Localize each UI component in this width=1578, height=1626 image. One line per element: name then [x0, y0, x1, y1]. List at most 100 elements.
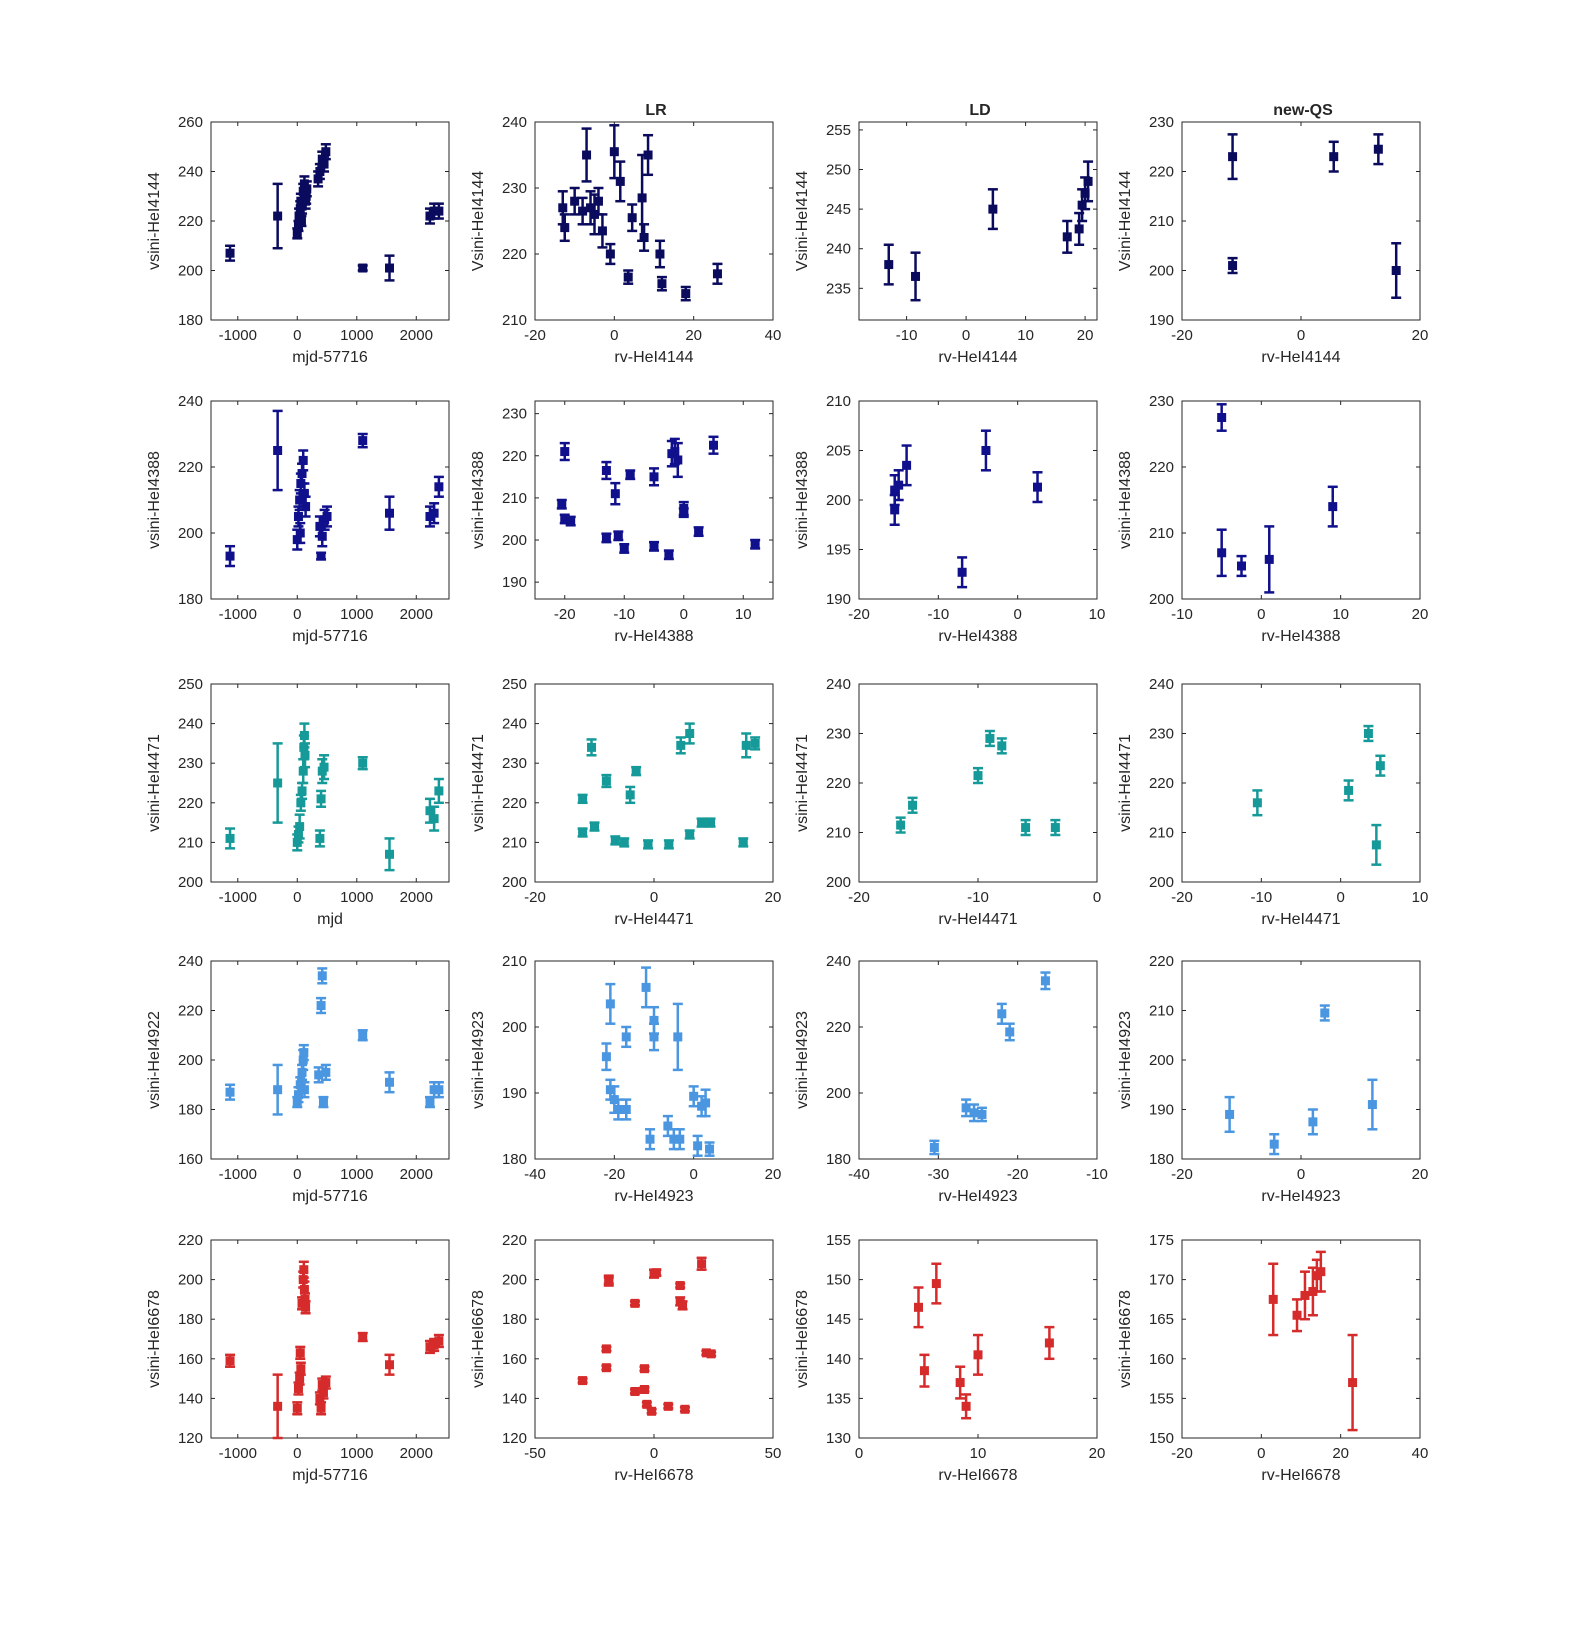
y-axis-label: vsini-HeI4922	[146, 1011, 163, 1109]
data-point	[1391, 242, 1402, 299]
data-point	[559, 441, 570, 462]
data-point	[1343, 779, 1354, 802]
data-point	[601, 773, 612, 789]
data-point	[621, 1025, 632, 1049]
x-axis-label: mjd-57716	[292, 628, 368, 645]
marker	[1217, 548, 1227, 558]
data-point	[295, 521, 306, 545]
data-point	[973, 766, 983, 785]
data-point	[651, 1268, 662, 1278]
y-axis-label: vsini-HeI4388	[470, 451, 487, 549]
marker	[299, 488, 309, 498]
marker	[643, 150, 653, 160]
marker	[919, 1366, 929, 1376]
x-tick-label: -20	[848, 889, 870, 906]
marker	[590, 822, 599, 832]
data-point	[577, 827, 588, 838]
marker	[1033, 482, 1042, 492]
x-tick-label: 10	[1332, 606, 1349, 623]
marker	[429, 814, 439, 824]
data-point	[1292, 1298, 1303, 1333]
y-tick-label: 200	[1149, 263, 1174, 280]
data-point	[976, 1106, 987, 1123]
y-tick-label: 180	[178, 1102, 203, 1119]
marker	[931, 1279, 941, 1289]
marker	[669, 1134, 679, 1144]
data-point	[961, 1393, 972, 1420]
x-axis-label: rv-HeI4471	[614, 911, 693, 928]
data-point	[1050, 818, 1061, 837]
y-tick-label: 240	[178, 716, 203, 733]
data-point	[901, 444, 912, 487]
data-point	[429, 805, 440, 832]
data-point	[1319, 1004, 1330, 1022]
y-tick-label: 220	[826, 775, 851, 792]
marker	[317, 531, 327, 541]
data-point	[996, 737, 1007, 755]
plot-area	[858, 121, 1098, 321]
marker	[296, 1364, 306, 1374]
marker	[385, 508, 394, 518]
data-point	[1236, 554, 1247, 578]
y-tick-label: 210	[826, 393, 851, 410]
marker	[649, 1015, 659, 1025]
marker	[605, 999, 615, 1009]
data-point	[1004, 1022, 1015, 1042]
marker	[292, 228, 302, 238]
data-point	[704, 1141, 715, 1157]
data-point	[433, 1081, 444, 1099]
marker	[1320, 1008, 1330, 1018]
y-tick-label: 230	[1149, 726, 1174, 743]
marker	[292, 1403, 302, 1413]
marker	[297, 1067, 307, 1077]
data-point	[601, 1042, 612, 1072]
marker	[295, 528, 305, 538]
marker	[663, 1121, 673, 1131]
marker	[434, 1336, 444, 1346]
y-tick-label: 220	[502, 448, 527, 465]
x-tick-label: -10	[1086, 1166, 1108, 1183]
y-axis-label: vsini-HeI4923	[794, 1011, 811, 1109]
marker	[1083, 176, 1093, 186]
scatter-panel-1-1: -1000 0 1000 2000 180 200 220 240 260 mjd-57716 vs…	[146, 114, 450, 366]
data-point	[1299, 1270, 1310, 1321]
marker	[601, 1344, 611, 1354]
y-tick-label: 240	[502, 114, 527, 131]
data-point	[357, 263, 368, 273]
y-tick-label: 220	[1149, 459, 1174, 476]
marker	[314, 1070, 324, 1080]
x-tick-label: -20	[524, 889, 546, 906]
data-point	[272, 1063, 283, 1116]
x-tick-label: -1000	[219, 1445, 257, 1462]
marker	[685, 829, 695, 839]
x-tick-label: 0	[680, 606, 688, 623]
marker	[985, 733, 995, 743]
data-point	[980, 429, 991, 472]
marker	[358, 1030, 368, 1040]
x-tick-label: -20	[1171, 1166, 1193, 1183]
marker	[664, 550, 674, 560]
y-tick-label: 200	[178, 1052, 203, 1069]
marker	[604, 1277, 614, 1287]
data-point	[639, 223, 650, 252]
marker	[601, 1363, 611, 1373]
marker	[605, 249, 615, 259]
y-axis-label: vsini-HeI4388	[1117, 451, 1134, 549]
x-tick-label: -50	[524, 1445, 546, 1462]
scatter-panel-1-4: -20 0 20 190 200 210 220 230 rv-HeI4144 Vsini-HeI…	[1117, 114, 1428, 366]
data-point	[586, 738, 597, 757]
x-tick-label: 0	[1257, 1445, 1265, 1462]
x-axis-label: rv-HeI4388	[938, 628, 1017, 645]
x-tick-label: -20	[1007, 1166, 1029, 1183]
y-tick-label: 180	[178, 1311, 203, 1328]
data-point	[643, 839, 654, 850]
marker	[619, 837, 629, 847]
marker	[295, 1080, 305, 1090]
marker	[1316, 1267, 1326, 1277]
x-axis-label: rv-HeI4388	[614, 628, 693, 645]
column-title-ld: LD	[969, 102, 990, 119]
marker	[225, 1087, 235, 1097]
data-point	[907, 796, 918, 814]
marker	[1228, 152, 1238, 162]
data-point	[1264, 525, 1275, 594]
